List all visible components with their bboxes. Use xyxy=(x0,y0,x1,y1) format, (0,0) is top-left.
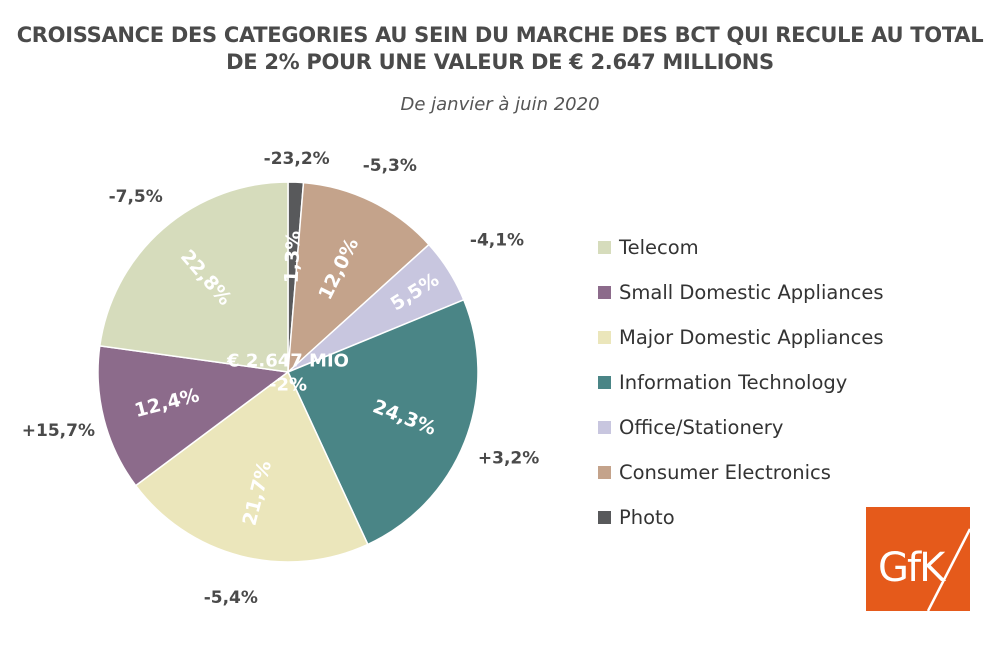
slice-growth-label: -23,2% xyxy=(264,149,330,169)
slice-growth-label: -5,3% xyxy=(363,156,417,176)
center-total-label: € 2.647 MIO xyxy=(226,351,349,372)
legend-swatch xyxy=(598,241,611,254)
legend-swatch xyxy=(598,466,611,479)
legend-label: Major Domestic Appliances xyxy=(619,326,884,349)
legend-item: Photo xyxy=(598,495,884,540)
legend-item: Major Domestic Appliances xyxy=(598,315,884,360)
chart-legend: Telecom Small Domestic Appliances Major … xyxy=(598,225,884,540)
legend-label: Office/Stationery xyxy=(619,416,784,439)
legend-item: Telecom xyxy=(598,225,884,270)
legend-item: Information Technology xyxy=(598,360,884,405)
legend-swatch xyxy=(598,376,611,389)
legend-swatch xyxy=(598,511,611,524)
legend-item: Office/Stationery xyxy=(598,405,884,450)
legend-item: Small Domestic Appliances xyxy=(598,270,884,315)
pie-slice xyxy=(134,370,369,563)
pie-slice xyxy=(287,181,430,374)
chart-subtitle: De janvier à juin 2020 xyxy=(400,94,600,115)
legend-label: Small Domestic Appliances xyxy=(619,281,884,304)
slice-growth-label: -5,4% xyxy=(204,588,258,608)
pie-slice xyxy=(286,298,479,546)
legend-label: Consumer Electronics xyxy=(619,461,831,484)
legend-label: Photo xyxy=(619,506,675,529)
slice-share-label: 1,3% xyxy=(281,230,305,284)
gfk-logo: GfK xyxy=(866,507,970,611)
svg-text:GfK: GfK xyxy=(878,545,947,591)
center-growth-label: -2% xyxy=(269,375,307,396)
pie-slices xyxy=(97,181,479,563)
slice-growth-label: -7,5% xyxy=(109,187,163,207)
chart-title: CROISSANCE DES CATEGORIES AU SEIN DU MAR… xyxy=(0,22,1000,76)
slice-growth-label: +3,2% xyxy=(478,449,539,469)
growth-labels: -23,2% -5,3% -4,1% +3,2% -5,4% +15,7% -7,5% xyxy=(22,149,540,608)
chart-title-line-1: CROISSANCE DES CATEGORIES AU SEIN DU MAR… xyxy=(16,23,984,47)
legend-label: Information Technology xyxy=(619,371,848,394)
legend-swatch xyxy=(598,286,611,299)
pie-slice xyxy=(98,181,289,373)
slice-growth-label: +15,7% xyxy=(22,421,95,441)
pie-slice xyxy=(97,344,290,487)
chart-title-line-2: DE 2% POUR UNE VALEUR DE € 2.647 MILLION… xyxy=(226,50,774,74)
legend-swatch xyxy=(598,331,611,344)
legend-label: Telecom xyxy=(619,236,699,259)
slice-growth-label: -4,1% xyxy=(470,230,524,250)
legend-swatch xyxy=(598,421,611,434)
legend-item: Consumer Electronics xyxy=(598,450,884,495)
